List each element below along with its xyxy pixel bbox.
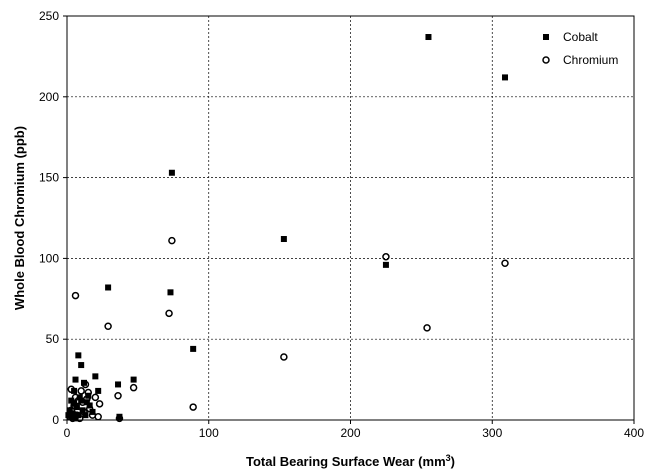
x-tick-label: 300 — [482, 426, 502, 440]
cobalt-point — [71, 400, 78, 407]
legend: Cobalt Chromium — [542, 30, 618, 67]
cobalt-point — [78, 362, 85, 369]
cobalt-point — [382, 261, 389, 268]
legend-chromium-label: Chromium — [563, 53, 618, 67]
chromium-point — [71, 291, 80, 300]
chromium-point — [76, 414, 84, 423]
legend-cobalt-marker — [543, 34, 549, 40]
gridlines — [67, 16, 634, 420]
chromium-point — [95, 400, 104, 408]
chromium-point — [189, 403, 197, 411]
x-axis-ticks: 0 100 200 300 400 — [64, 420, 644, 440]
chromium-point — [423, 324, 431, 332]
series-chromium — [66, 236, 509, 423]
chromium-point — [168, 236, 176, 245]
chromium-point — [81, 380, 90, 389]
x-tick-label: 0 — [64, 426, 71, 440]
y-axis-title: Whole Blood Chromium (ppb) — [12, 126, 27, 310]
cobalt-point — [280, 236, 287, 243]
x-axis-title-main: Total Bearing Surface Wear (mm — [246, 454, 446, 469]
chromium-point — [71, 393, 80, 402]
y-tick-label: 100 — [39, 251, 59, 265]
cobalt-point — [68, 397, 75, 404]
chromium-point — [91, 393, 100, 402]
cobalt-point — [425, 34, 432, 41]
x-axis-title-superscript: 3 — [446, 453, 451, 463]
cobalt-point — [81, 379, 88, 386]
y-tick-label: 250 — [39, 9, 59, 23]
x-tick-label: 400 — [624, 426, 644, 440]
legend-cobalt-label: Cobalt — [563, 30, 598, 44]
y-tick-label: 150 — [39, 171, 59, 185]
legend-chromium-marker — [542, 56, 550, 64]
x-tick-label: 200 — [340, 426, 360, 440]
chromium-point — [129, 383, 138, 392]
chromium-point — [165, 309, 173, 318]
cobalt-point — [105, 284, 112, 291]
chromium-point — [114, 392, 122, 400]
chromium-point — [85, 404, 94, 413]
y-tick-label: 0 — [52, 413, 59, 427]
chromium-point — [115, 414, 124, 423]
chromium-point — [67, 385, 76, 394]
cobalt-point — [66, 407, 73, 414]
cobalt-point — [65, 412, 72, 419]
chromium-point — [501, 259, 509, 267]
data-points — [65, 34, 509, 423]
y-axis-ticks: 0 50 100 150 200 250 — [39, 9, 67, 427]
x-axis-title: Total Bearing Surface Wear (mm3) — [246, 453, 455, 469]
y-tick-label: 200 — [39, 90, 59, 104]
chromium-point — [94, 413, 102, 421]
cobalt-point — [190, 345, 197, 352]
cobalt-point — [92, 373, 99, 380]
chromium-point — [382, 253, 390, 261]
cobalt-point — [130, 376, 137, 383]
chromium-point — [77, 387, 85, 395]
cobalt-point — [95, 387, 102, 394]
chromium-point — [83, 395, 91, 403]
chromium-point — [104, 322, 112, 331]
cobalt-point — [168, 169, 175, 176]
cobalt-point — [502, 74, 509, 81]
chromium-point — [68, 414, 77, 423]
chromium-point — [80, 408, 88, 416]
cobalt-point — [72, 376, 79, 383]
y-tick-label: 50 — [46, 332, 60, 346]
cobalt-point — [167, 289, 174, 296]
cobalt-point — [115, 381, 122, 388]
cobalt-point — [75, 352, 82, 359]
cobalt-point — [116, 413, 123, 420]
x-tick-label: 100 — [199, 426, 219, 440]
cobalt-point — [79, 407, 86, 414]
series-cobalt — [65, 34, 509, 422]
x-axis-title-suffix: ) — [451, 454, 455, 469]
chromium-point — [280, 353, 288, 361]
